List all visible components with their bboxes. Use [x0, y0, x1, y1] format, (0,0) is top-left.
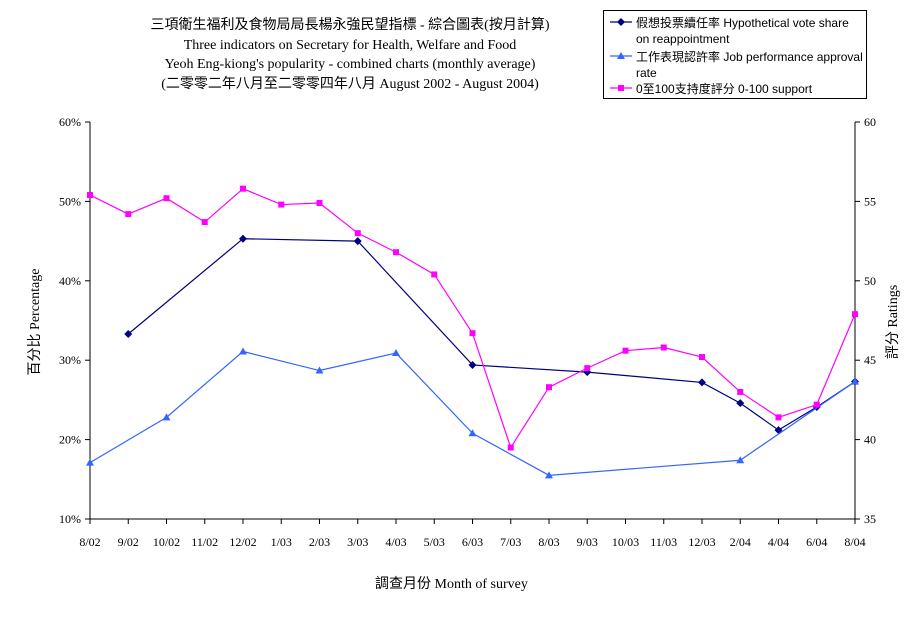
x-tick-label: 8/04 [844, 535, 865, 549]
y-right-tick-label: 40 [864, 433, 876, 447]
series-diamond [124, 234, 859, 435]
data-point-triangle [736, 456, 745, 464]
y-left-tick-label: 10% [59, 512, 81, 526]
y-right-tick-label: 35 [864, 512, 876, 526]
legend-key-square-icon [610, 85, 632, 91]
x-tick-label: 12/03 [688, 535, 715, 549]
data-point-triangle [239, 347, 247, 355]
data-point-diamond [468, 360, 477, 369]
legend-key-diamond-icon [610, 18, 632, 26]
x-tick-label: 4/03 [385, 535, 406, 549]
chart-series-layer [86, 185, 859, 479]
y-right-tick-label: 55 [864, 194, 876, 208]
y-left-tick-label: 40% [59, 274, 81, 288]
x-tick-label: 5/03 [424, 535, 445, 549]
y-left-tick-label: 60% [59, 115, 81, 129]
chart-axes: 10% 20% 30% 40% 50% 60% 35 40 45 50 55 60 8/02 9/02 10… [59, 115, 876, 549]
data-point-square [278, 201, 285, 208]
y-axis-right-title: 評分 Ratings [886, 284, 901, 360]
data-point-square [431, 271, 438, 278]
data-point-square [507, 444, 514, 451]
data-point-square [316, 199, 323, 206]
title-line-english-2: Yeoh Eng-kiong's popularity - combined c… [164, 57, 536, 72]
title-line-english-1: Three indicators on Secretary for Health… [183, 37, 517, 53]
data-point-triangle [162, 413, 171, 421]
x-tick-label: 9/02 [118, 535, 139, 549]
x-tick-label: 6/03 [462, 535, 483, 549]
y-right-tick-label: 50 [864, 274, 876, 288]
data-point-diamond [736, 399, 745, 408]
data-point-triangle [468, 429, 477, 437]
series-square [87, 185, 858, 451]
x-tick-label: 8/02 [79, 535, 100, 549]
y-left-tick-label: 30% [59, 353, 81, 367]
y-axis-left-title: 百分比 Percentage [28, 268, 43, 376]
title-line-period: (二零零二年八月至二零零四年八月 August 2002 - August 20… [161, 76, 539, 92]
x-tick-label: 10/03 [612, 535, 639, 549]
chart-legend: 假想投票續任率 Hypothetical vote share on reapp… [603, 10, 867, 99]
data-point-square [354, 230, 361, 237]
chart-title: 三項衛生福利及食物局局長楊永強民望指標 - 綜合圖表(按月計算) Three i… [40, 16, 660, 94]
y-left-tick-label: 20% [59, 433, 81, 447]
data-point-square [813, 401, 820, 408]
y-left-tick-label: 50% [59, 194, 81, 208]
legend-label-vote-share: 假想投票續任率 Hypothetical vote share on reapp… [636, 16, 849, 46]
data-point-square [622, 347, 629, 354]
data-point-triangle [392, 349, 400, 357]
data-point-square [87, 192, 93, 199]
series-line-square [89, 187, 856, 449]
data-point-square [737, 388, 744, 395]
y-right-tick-label: 60 [864, 115, 876, 129]
data-point-square [125, 211, 132, 218]
legend-key-triangle-icon [610, 52, 632, 59]
data-point-square [775, 414, 782, 421]
x-tick-label: 7/03 [500, 535, 521, 549]
legend-label-support-rating: 0至100支持度評分 0-100 support [636, 82, 813, 96]
y-right-tick-label: 45 [864, 353, 876, 367]
x-tick-label: 12/02 [229, 535, 256, 549]
data-point-square [546, 384, 552, 391]
data-point-square [852, 311, 858, 318]
title-line-chinese: 三項衛生福利及食物局局長楊永強民望指標 - 綜合圖表(按月計算) [150, 18, 550, 33]
data-point-diamond [698, 378, 706, 387]
data-point-triangle [851, 377, 859, 385]
data-point-square [240, 185, 246, 192]
data-point-square [201, 219, 208, 226]
data-point-diamond [353, 237, 362, 246]
x-tick-label: 4/04 [768, 535, 789, 549]
series-line-diamond [127, 238, 856, 431]
x-tick-label: 11/02 [191, 535, 218, 549]
data-point-diamond [124, 329, 133, 338]
x-tick-label: 1/03 [271, 535, 292, 549]
x-tick-label: 6/04 [806, 535, 827, 549]
data-point-triangle [86, 458, 94, 466]
x-axis-title: 調查月份 Month of survey [375, 577, 528, 592]
x-tick-label: 10/02 [153, 535, 180, 549]
data-point-triangle [315, 366, 324, 374]
x-tick-label: 3/03 [347, 535, 368, 549]
series-triangle [86, 347, 859, 479]
data-point-square [393, 249, 399, 256]
data-point-square [660, 344, 667, 351]
data-point-square [584, 365, 591, 372]
x-tick-label: 9/03 [577, 535, 598, 549]
data-point-triangle [545, 471, 553, 479]
x-tick-label: 11/03 [650, 535, 677, 549]
x-tick-label: 8/03 [538, 535, 559, 549]
legend-label-job-approval: 工作表現認許率 Job performance approval rate [636, 50, 863, 80]
data-point-square [469, 330, 476, 337]
data-point-diamond [239, 234, 247, 243]
x-tick-label: 2/03 [309, 535, 330, 549]
data-point-square [699, 354, 705, 361]
x-tick-label: 2/04 [730, 535, 751, 549]
data-point-square [163, 195, 170, 202]
data-point-diamond [774, 426, 783, 435]
